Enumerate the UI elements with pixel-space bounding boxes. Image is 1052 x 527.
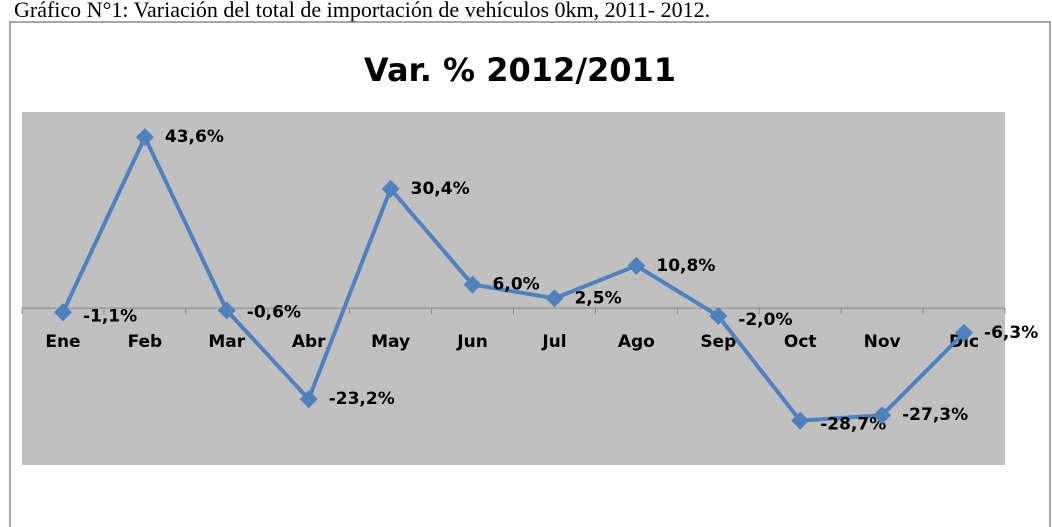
x-tick-label: May (371, 332, 410, 352)
marker (545, 289, 564, 308)
x-tick-label: Mar (208, 332, 245, 352)
marker (627, 256, 646, 275)
data-label: 30,4% (411, 179, 470, 199)
marker (791, 411, 810, 430)
data-label: -0,6% (247, 302, 301, 322)
marker (873, 406, 892, 425)
marker (955, 323, 974, 342)
data-label: 6,0% (493, 275, 540, 295)
x-tick-label: Abr (292, 332, 326, 352)
x-tick-label: Nov (864, 332, 901, 352)
x-tick-label: Ago (618, 332, 655, 352)
marker (463, 275, 482, 294)
x-tick-label: Jul (541, 332, 566, 352)
data-label: -2,0% (738, 310, 792, 330)
marker (53, 303, 72, 322)
data-label: 2,5% (574, 288, 621, 308)
data-label: -27,3% (902, 405, 968, 425)
data-label: -6,3% (984, 323, 1038, 343)
marker (135, 128, 154, 147)
data-label: -23,2% (329, 389, 395, 409)
data-label: 43,6% (165, 127, 224, 147)
line (61, 135, 966, 423)
x-tick-label: Ene (45, 332, 80, 352)
x-tick-label: Sep (700, 332, 736, 352)
data-label: -28,7% (820, 415, 886, 435)
data-label: 10,8% (656, 256, 715, 276)
marker (299, 390, 318, 409)
marker (709, 306, 728, 325)
data-label: -1,1% (83, 306, 137, 326)
marker (381, 179, 400, 198)
x-tick-label: Feb (128, 332, 163, 352)
x-tick-label: Oct (784, 332, 817, 352)
chart-title: Var. % 2012/2011 (364, 51, 676, 89)
plot-area (22, 112, 1005, 465)
x-tick-label: Jun (456, 332, 488, 352)
marker (217, 301, 236, 320)
x-tick-label: Dic (949, 332, 979, 352)
caption: Gráfico N°1: Variación del total de impo… (14, 0, 710, 22)
